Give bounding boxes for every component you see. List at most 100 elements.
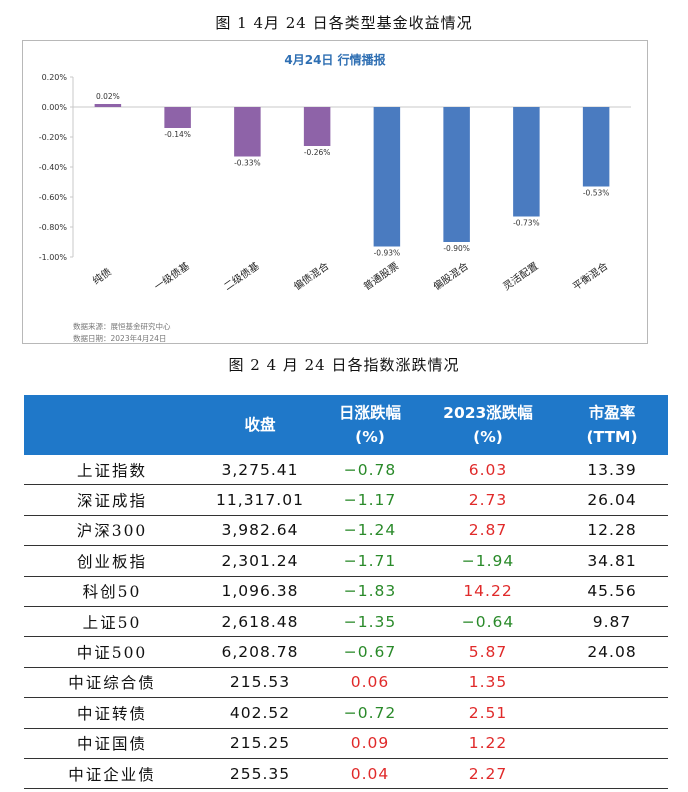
fund-returns-chart: 4月24日 行情播报 0.20% 0.00% -0.20% -0.40% -0.60% -… xyxy=(22,40,648,344)
table-row: 深证成指 11,317.01 −1.17 2.73 26.04 xyxy=(24,484,668,516)
day-change-cell: −0.72 xyxy=(320,697,420,729)
pe-cell: 13.39 xyxy=(556,455,668,486)
ytd-change-cell: 1.22 xyxy=(420,728,556,759)
close-cell: 402.52 xyxy=(200,697,320,729)
index-name-cell: 沪深300 xyxy=(24,515,200,547)
day-change-cell: −0.67 xyxy=(320,636,420,668)
pe-cell: 24.08 xyxy=(556,636,668,668)
data-label: 0.02% xyxy=(96,92,120,101)
close-cell: 3,982.64 xyxy=(200,515,320,547)
pe-cell: 45.56 xyxy=(556,576,668,607)
category-label: 偏债混合 xyxy=(291,259,331,293)
table-row: 中证国债 215.25 0.09 1.22 xyxy=(24,728,668,759)
close-cell: 255.35 xyxy=(200,758,320,790)
bar-4 xyxy=(303,107,331,146)
figure2-caption: 图 2 4 月 24 日各指数涨跌情况 xyxy=(228,356,460,374)
header-pe-line2: (TTM) xyxy=(586,428,638,446)
y-tick-label: -0.40% xyxy=(39,163,68,172)
ytd-change-cell: −0.64 xyxy=(420,606,556,638)
data-label: -0.26% xyxy=(304,148,331,157)
bar-1 xyxy=(94,104,122,107)
bar-chart-svg: 0.20% 0.00% -0.20% -0.40% -0.60% -0.80% -1.00%… xyxy=(39,73,631,293)
category-label: 灵活配置 xyxy=(501,260,541,293)
header-day-line1: 日涨跌幅 xyxy=(338,404,401,422)
pe-cell: 9.87 xyxy=(556,606,668,638)
pe-cell: 26.04 xyxy=(556,484,668,516)
ytd-change-cell: 2.87 xyxy=(420,515,556,547)
header-day-change: 日涨跌幅 (%) xyxy=(320,395,420,455)
pe-cell: 12.28 xyxy=(556,515,668,547)
ytd-change-cell: 5.87 xyxy=(420,636,556,668)
table-row: 中证转债 402.52 −0.72 2.51 xyxy=(24,697,668,729)
day-change-cell: −1.24 xyxy=(320,515,420,547)
table-row: 中证综合债 215.53 0.06 1.35 xyxy=(24,667,668,699)
pe-cell xyxy=(556,667,668,699)
ytd-change-cell: 6.03 xyxy=(420,455,556,486)
ytd-change-cell: 2.51 xyxy=(420,697,556,729)
day-change-cell: 0.09 xyxy=(320,728,420,759)
header-name xyxy=(24,395,200,455)
bar-2 xyxy=(164,107,191,128)
data-label: -0.73% xyxy=(513,219,540,228)
y-tick-label: -0.80% xyxy=(39,223,68,232)
index-name-cell: 中证企业债 xyxy=(24,758,200,790)
data-date-note: 数据日期：2023年4月24日 xyxy=(73,334,167,343)
header-pe: 市盈率 (TTM) xyxy=(556,395,668,455)
y-tick-label: 0.20% xyxy=(42,73,68,82)
table-row: 沪深300 3,982.64 −1.24 2.87 12.28 xyxy=(24,515,668,547)
bar-3 xyxy=(234,107,261,157)
ytd-change-cell: 14.22 xyxy=(420,576,556,607)
category-label: 普通股票 xyxy=(361,259,401,293)
y-tick-label: -0.60% xyxy=(39,193,68,202)
close-cell: 3,275.41 xyxy=(200,455,320,486)
day-change-cell: −1.35 xyxy=(320,606,420,638)
category-label: 纯债 xyxy=(90,265,114,287)
index-name-cell: 深证成指 xyxy=(24,484,200,516)
data-source-note: 数据来源：展恒基金研究中心 xyxy=(73,322,171,331)
table-row: 中证企业债 255.35 0.04 2.27 xyxy=(24,758,668,790)
header-pe-line1: 市盈率 xyxy=(588,404,636,422)
close-cell: 11,317.01 xyxy=(200,484,320,516)
day-change-cell: −1.71 xyxy=(320,545,420,577)
close-cell: 2,301.24 xyxy=(200,545,320,577)
close-cell: 1,096.38 xyxy=(200,576,320,607)
close-cell: 215.25 xyxy=(200,728,320,759)
table-row: 中证500 6,208.78 −0.67 5.87 24.08 xyxy=(24,636,668,668)
index-name-cell: 创业板指 xyxy=(24,545,200,577)
index-name-cell: 上证指数 xyxy=(24,455,200,486)
day-change-cell: 0.06 xyxy=(320,667,420,699)
ytd-change-cell: 2.27 xyxy=(420,758,556,790)
close-cell: 215.53 xyxy=(200,667,320,699)
day-change-cell: −1.17 xyxy=(320,484,420,516)
index-name-cell: 中证转债 xyxy=(24,697,200,729)
day-change-cell: −0.78 xyxy=(320,455,420,486)
header-close: 收盘 xyxy=(200,395,320,455)
ytd-change-cell: 2.73 xyxy=(420,484,556,516)
data-label: -0.33% xyxy=(234,159,261,168)
data-label: -0.93% xyxy=(374,249,401,258)
table-row: 上证指数 3,275.41 −0.78 6.03 13.39 xyxy=(24,455,668,486)
bar-6 xyxy=(443,107,470,242)
index-name-cell: 中证综合债 xyxy=(24,667,200,699)
category-label: 平衡混合 xyxy=(570,259,610,293)
bar-5 xyxy=(373,107,401,247)
index-name-cell: 中证国债 xyxy=(24,728,200,759)
data-label: -0.53% xyxy=(583,189,610,198)
day-change-cell: −1.83 xyxy=(320,576,420,607)
pe-cell xyxy=(556,758,668,790)
category-label: 偏股混合 xyxy=(431,259,471,293)
bar-7 xyxy=(513,107,540,217)
header-ytd-change: 2023涨跌幅 (%) xyxy=(420,395,556,455)
table-row: 创业板指 2,301.24 −1.71 −1.94 34.81 xyxy=(24,545,668,577)
header-ytd-line1: 2023涨跌幅 xyxy=(443,404,533,422)
category-label: 二级债基 xyxy=(221,259,261,293)
ytd-change-cell: −1.94 xyxy=(420,545,556,577)
day-change-cell: 0.04 xyxy=(320,758,420,790)
chart-title: 4月24日 行情播报 xyxy=(284,53,386,67)
data-label: -0.14% xyxy=(164,130,191,139)
table-row: 科创50 1,096.38 −1.83 14.22 45.56 xyxy=(24,576,668,607)
data-label: -0.90% xyxy=(443,244,470,253)
pe-cell xyxy=(556,728,668,759)
pe-cell: 34.81 xyxy=(556,545,668,577)
category-label: 一级债基 xyxy=(152,259,192,293)
